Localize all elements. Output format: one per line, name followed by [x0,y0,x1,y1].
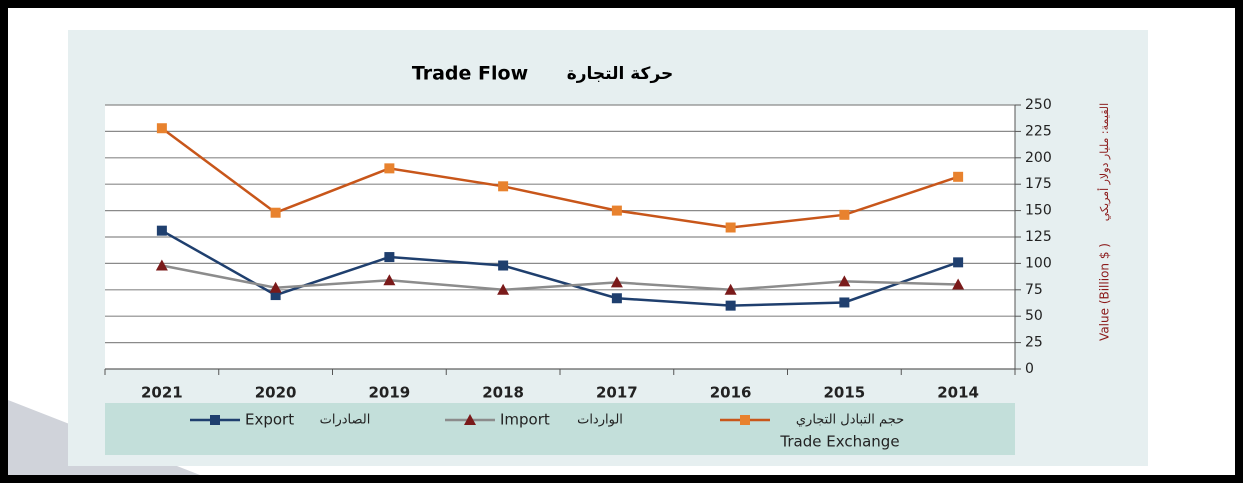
series-line [161,229,959,307]
data-point [725,300,736,311]
x-tick-label: 2021 [141,384,183,402]
data-point [383,274,396,286]
y-axis-label: Value (Billion $ ) [1098,243,1112,341]
x-tick-label: 2020 [255,384,297,402]
data-point [156,225,167,236]
data-point [838,275,851,287]
data-point [384,252,395,263]
chart-title: Trade Flow [412,63,528,85]
legend-label-ar: الواردات [577,413,623,428]
data-point [270,290,281,301]
y-tick-label: 200 [1025,150,1052,166]
data-point [725,222,736,233]
data-point [611,293,622,304]
legend-label-ar: حجم التبادل التجاري [796,413,904,428]
data-point [952,278,965,290]
data-point [269,281,282,293]
legend-marker [210,415,220,425]
chart-title-ar: حركة التجارة [567,64,674,84]
data-point [610,276,623,288]
legend-label-ar: الصادرات [320,413,371,428]
y-tick-label: 0 [1025,361,1034,377]
y-tick-label: 25 [1025,335,1043,351]
x-tick-label: 2015 [824,384,866,402]
x-tick-label: 2016 [710,384,752,402]
data-point [270,207,281,218]
y-tick-label: 75 [1025,282,1043,298]
x-tick-label: 2019 [369,384,411,402]
series-line [161,264,959,292]
x-tick-label: 2014 [937,384,979,402]
y-tick-label: 50 [1025,308,1043,324]
y-tick-label: 225 [1025,123,1052,139]
y-axis-title: Value (Billion $ ) القيمة: مليار دولار أ… [1097,103,1112,341]
y-tick-label: 175 [1025,176,1052,192]
data-point [497,283,510,295]
data-point [839,209,850,220]
y-tick-label: 125 [1025,229,1052,245]
legend-marker [464,414,476,425]
x-tick-label: 2017 [596,384,638,402]
data-point [611,205,622,216]
legend-box [105,403,1015,455]
x-tick-label: 2018 [482,384,524,402]
legend-label: Export [245,411,294,429]
data-point [384,163,395,174]
y-axis-label-ar: القيمة: مليار دولار أمريكي [1097,103,1111,221]
y-tick-label: 150 [1025,203,1052,219]
data-point [155,259,168,271]
legend-label: Import [500,411,550,429]
legend-label: Trade Exchange [779,433,899,451]
data-point [953,171,964,182]
data-point [953,257,964,268]
legend-marker [740,415,750,425]
y-tick-label: 250 [1025,97,1052,113]
y-tick-label: 100 [1025,255,1052,271]
data-point [498,260,509,271]
data-point [498,181,509,192]
data-point [156,123,167,134]
data-point [724,283,737,295]
data-point [839,297,850,308]
series-line [161,127,959,229]
